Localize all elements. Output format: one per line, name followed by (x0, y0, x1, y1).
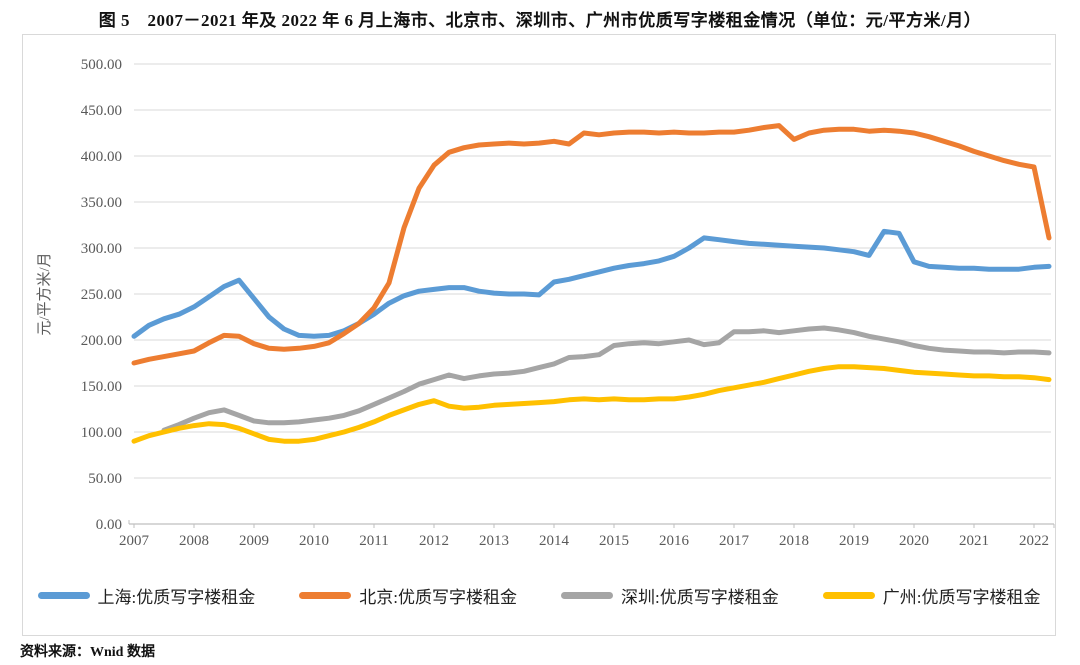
x-tick-label: 2020 (899, 533, 929, 549)
rent-line-chart: 0.00 50.00 100.00 150.00 200.00 250.00 300.00 3… (36, 57, 1055, 549)
legend-swatch-icon (561, 592, 613, 599)
x-tick-label: 2022 (1019, 533, 1049, 549)
x-tick-label: 2012 (419, 533, 449, 549)
y-tick-label: 100.00 (81, 425, 122, 441)
x-tick-label: 2017 (719, 533, 750, 549)
legend-item-beijing: 北京:优质写字楼租金 (299, 583, 517, 608)
chart-legend: 上海:优质写字楼租金 北京:优质写字楼租金 深圳:优质写字楼租金 广州:优质写字楼租金 (23, 583, 1055, 608)
x-tick-label: 2013 (479, 533, 509, 549)
y-tick-label: 500.00 (81, 57, 122, 73)
y-tick-label: 300.00 (81, 241, 122, 257)
x-tick-label: 2010 (299, 533, 329, 549)
series-line-3 (131, 364, 1052, 444)
figure-title: 图 5 2007－2021 年及 2022 年 6 月上海市、北京市、深圳市、广… (98, 11, 982, 30)
legend-swatch-icon (822, 592, 875, 599)
y-tick-label: 150.00 (81, 379, 122, 395)
legend-label: 上海:优质写字楼租金 (97, 588, 256, 607)
legend-swatch-icon (37, 592, 90, 599)
series-line-0 (131, 228, 1052, 339)
chart-container: 0.00 50.00 100.00 150.00 200.00 250.00 300.00 3… (22, 34, 1056, 636)
y-tick-label: 350.00 (81, 195, 122, 211)
series-line-1 (131, 123, 1052, 366)
legend-swatch-icon (299, 592, 352, 599)
y-tick-label: 450.00 (81, 103, 122, 119)
y-tick-label: 400.00 (81, 149, 122, 165)
y-axis-title: 元/平方米/月 (36, 252, 53, 335)
y-tick-label: 250.00 (81, 287, 122, 303)
y-tick-label: 0.00 (96, 517, 122, 533)
legend-label: 广州:优质写字楼租金 (882, 588, 1041, 607)
legend-item-shanghai: 上海:优质写字楼租金 (37, 583, 256, 608)
series-line-2 (161, 325, 1052, 433)
y-tick-label: 50.00 (88, 471, 122, 487)
legend-item-guangzhou: 广州:优质写字楼租金 (822, 583, 1041, 608)
x-tick-label: 2016 (659, 533, 690, 549)
x-tick-label: 2011 (359, 533, 388, 549)
x-tick-label: 2015 (599, 533, 629, 549)
x-tick-label: 2021 (959, 533, 989, 549)
x-tick-label: 2018 (779, 533, 809, 549)
x-tick-label: 2019 (839, 533, 869, 549)
legend-label: 北京:优质写字楼租金 (359, 588, 517, 607)
x-tick-label: 2014 (539, 533, 570, 549)
x-tick-label: 2008 (179, 533, 209, 549)
source-note: 资料来源：Wnid 数据 (20, 645, 155, 660)
x-tick-label: 2009 (239, 533, 269, 549)
y-tick-label: 200.00 (81, 333, 122, 349)
x-tick-label: 2007 (119, 533, 150, 549)
legend-item-shenzhen: 深圳:优质写字楼租金 (561, 583, 779, 608)
legend-label: 深圳:优质写字楼租金 (621, 588, 779, 607)
